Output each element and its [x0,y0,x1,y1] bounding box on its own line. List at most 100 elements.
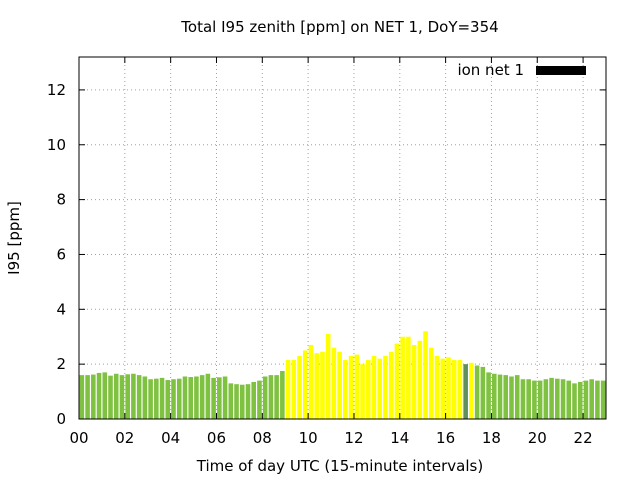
x-tick-label: 02 [115,429,134,447]
bar [560,379,566,419]
bar [320,351,325,419]
x-tick-label: 22 [574,429,593,447]
bar [176,378,182,419]
bar [245,384,251,419]
bar [274,375,279,419]
bar [257,380,262,419]
bar [377,358,383,419]
bar [108,375,113,419]
x-tick-label: 04 [161,429,180,447]
bar [589,379,594,419]
bar [480,366,486,419]
bar [268,375,274,419]
bars [79,331,606,419]
bar [469,362,474,419]
bar [302,350,308,419]
x-tick-label: 06 [207,429,226,447]
bar [91,374,96,419]
bar [331,347,337,419]
bar [434,355,440,419]
bar [308,344,314,419]
bar [188,377,193,419]
x-tick-label: 14 [390,429,409,447]
bar [171,379,176,419]
bar [503,375,509,419]
x-tick-label: 10 [299,429,318,447]
bar [572,383,577,419]
bar [532,380,537,419]
y-axis-label: I95 [ppm] [5,201,23,275]
legend-label: ion net 1 [457,61,524,79]
bar [285,360,291,419]
bar [239,384,245,419]
bar [211,377,216,419]
y-tick-label: 2 [56,355,66,373]
bar [131,373,136,419]
bar [526,379,531,419]
y-tick-label: 4 [56,300,66,318]
bar [428,347,434,419]
bar [228,383,234,419]
bar [371,355,377,419]
y-tick-label: 12 [47,81,66,99]
bar [314,353,320,419]
bar [595,380,600,419]
x-tick-label: 12 [344,429,363,447]
y-tick-label: 10 [47,136,66,154]
bar [423,331,428,419]
bar [85,375,90,419]
bar [365,360,371,419]
bar [566,380,572,419]
bar [182,376,188,419]
bar [159,377,165,419]
bar [199,375,205,419]
x-tick-label: 00 [69,429,88,447]
y-tick-label: 8 [56,191,66,209]
bar [148,379,153,419]
bar [165,380,171,419]
bar [492,373,497,419]
bar [577,381,583,419]
bar [280,371,285,419]
x-tick-label: 16 [436,429,455,447]
bar [600,380,606,419]
bar [520,379,526,419]
bar [154,378,159,419]
bar [400,336,405,419]
y-tick-label: 0 [56,410,66,428]
bar [406,336,411,419]
bar [394,343,400,419]
bar [497,374,503,419]
bar [388,351,394,419]
bar [337,351,342,419]
bar [262,376,268,419]
bar [383,355,388,419]
bar [251,381,257,419]
bar [463,364,468,419]
bar [543,379,549,419]
bar [297,355,302,419]
bar [205,373,211,419]
bar [474,365,480,419]
bar [411,344,417,419]
bar [457,360,463,419]
bar [291,360,297,419]
x-tick-label: 20 [528,429,547,447]
bar [234,384,239,419]
bar [417,340,423,419]
bar [142,376,148,419]
bar [360,364,365,419]
bar [222,376,228,419]
bar [96,372,102,419]
bar [446,357,451,419]
bar [119,375,125,419]
bar [537,380,543,419]
x-tick-label: 08 [253,429,272,447]
bar [354,354,360,419]
chart-title: Total I95 zenith [ppm] on NET 1, DoY=354 [180,18,498,36]
bar [343,360,348,419]
plot-frame [78,56,607,420]
bar [514,375,520,419]
bar [509,376,514,419]
